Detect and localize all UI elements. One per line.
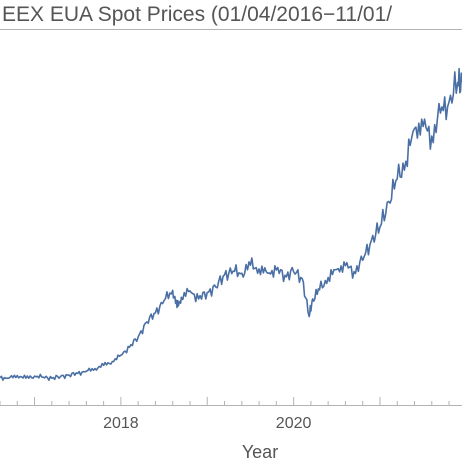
- chart-title: EEX EUA Spot Prices (01/04/2016−11/01/: [2, 3, 392, 26]
- x-ticks: 2018 2020: [0, 397, 450, 432]
- price-series-line: [0, 67, 462, 381]
- x-tick-label: 2020: [276, 415, 312, 432]
- x-axis-label: Year: [242, 442, 278, 462]
- x-tick-label: 2018: [103, 415, 139, 432]
- series-layer: [0, 67, 462, 381]
